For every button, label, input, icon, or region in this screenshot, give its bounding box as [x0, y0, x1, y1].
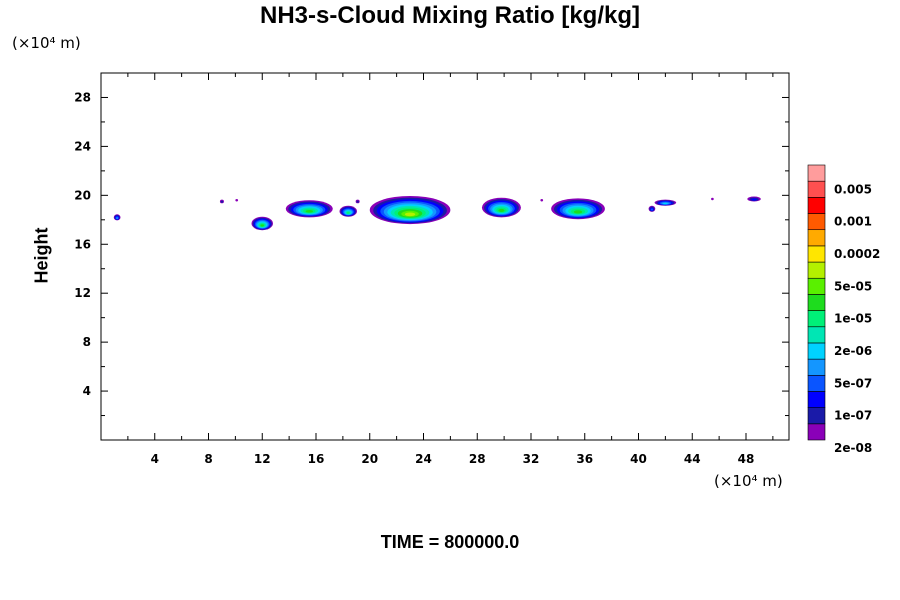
colorbar-box-13	[807, 213, 826, 231]
colorbar-box-7	[807, 310, 826, 328]
colorbar-label: 5e-05	[834, 279, 872, 293]
colorbar-label: 2e-08	[834, 441, 872, 455]
cloud-blob-11-band-3	[650, 208, 654, 211]
colorbar-label: 0.005	[834, 182, 872, 196]
time-label: TIME = 800000.0	[380, 532, 520, 552]
colorbar-box-11	[807, 245, 826, 263]
y-tick-label: 4	[83, 384, 91, 398]
x-tick-label: 32	[523, 452, 540, 466]
x-tick-label: 4	[151, 452, 159, 466]
x-tick-label: 36	[576, 452, 593, 466]
colorbar-box-12	[807, 229, 826, 247]
cloud-blob-6-band-1	[356, 200, 359, 203]
colorbar-label: 0.0002	[834, 247, 880, 261]
cloud-blob-2-band-0	[235, 199, 239, 202]
cloud-blob-5-band-7	[346, 211, 350, 214]
y-tick-label: 16	[74, 237, 91, 251]
x-axis-unit: (×10⁴ m)	[714, 472, 783, 490]
colorbar-box-9	[807, 277, 826, 295]
colorbar-box-4	[807, 358, 826, 376]
colorbar-box-16	[807, 164, 826, 182]
colorbar-box-15	[807, 180, 826, 198]
cloud-blob-4-band-8	[305, 209, 313, 213]
colorbar-label: 1e-05	[834, 312, 872, 326]
colorbar-box-5	[807, 342, 826, 360]
colorbar-box-3	[807, 374, 826, 392]
cloud-blob-1-band-1	[220, 200, 224, 203]
colorbar-box-8	[807, 294, 826, 311]
y-tick-label: 24	[74, 139, 91, 153]
y-axis-unit: (×10⁴ m)	[12, 34, 81, 52]
x-tick-label: 20	[361, 452, 378, 466]
x-tick-label: 44	[684, 452, 701, 466]
cloud-blob-0-band-4	[116, 217, 119, 219]
cloud-blob-12-band-5	[662, 202, 668, 205]
colorbar-label: 0.001	[834, 215, 872, 229]
cloud-blob-14-band-2	[751, 198, 757, 201]
x-tick-label: 40	[630, 452, 647, 466]
y-tick-label: 28	[74, 90, 91, 104]
cloud-blob-7-band-10	[404, 212, 416, 217]
colorbar-box-1	[807, 407, 826, 425]
cloud-blob-10-band-8	[573, 210, 583, 214]
x-tick-label: 48	[738, 452, 755, 466]
x-tick-label: 24	[415, 452, 432, 466]
colorbar-box-6	[807, 326, 826, 344]
y-tick-label: 20	[74, 188, 91, 202]
x-tick-label: 8	[204, 452, 212, 466]
colorbar-box-0	[807, 423, 826, 441]
colorbar-label: 2e-06	[834, 344, 872, 358]
y-tick-label: 8	[83, 335, 91, 349]
chart-title: NH3-s-Cloud Mixing Ratio [kg/kg]	[260, 2, 640, 29]
x-tick-label: 16	[308, 452, 325, 466]
y-tick-label: 12	[74, 286, 91, 300]
colorbar-box-14	[807, 197, 826, 214]
colorbar-label: 1e-07	[834, 409, 872, 423]
cloud-blob-13-band-0	[711, 197, 714, 201]
colorbar-label: 5e-07	[834, 376, 872, 390]
x-tick-label: 12	[254, 452, 271, 466]
cloud-blob-3-band-8	[260, 224, 264, 227]
plot-frame	[100, 72, 790, 441]
x-tick-label: 28	[469, 452, 486, 466]
colorbar-box-10	[807, 261, 826, 279]
colorbar-box-2	[807, 391, 826, 408]
cloud-blob-9-band-0	[540, 199, 544, 202]
cloud-blob-8-band-8	[498, 208, 505, 212]
